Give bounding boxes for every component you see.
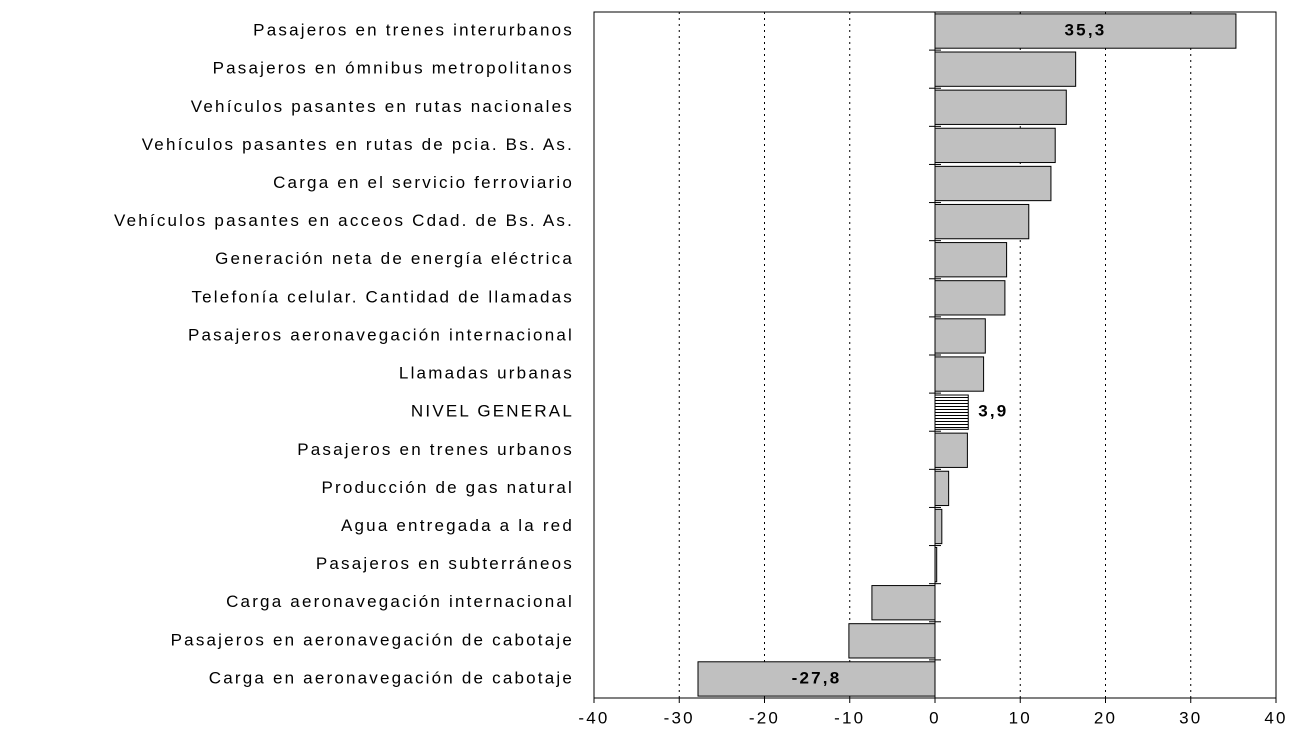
bar	[934, 89, 1067, 125]
category-label: Vehículos pasantes en rutas de pcia. Bs.…	[142, 135, 574, 154]
category-label: Pasajeros aeronavegación internacional	[188, 325, 574, 344]
bar	[934, 356, 985, 392]
value-label: 3,9	[978, 402, 1008, 421]
x-tick-label: -20	[749, 708, 780, 727]
bar	[934, 13, 1237, 49]
category-label: Vehículos pasantes en acceos Cdad. de Bs…	[114, 211, 574, 230]
category-label: Agua entregada a la red	[341, 516, 574, 535]
category-label: Pasajeros en ómnibus metropolitanos	[213, 59, 574, 78]
category-label: Llamadas urbanas	[399, 364, 574, 383]
bar	[934, 432, 968, 468]
x-tick-label: -40	[578, 708, 609, 727]
category-label: Carga aeronavegación internacional	[226, 592, 574, 611]
bar	[934, 470, 950, 507]
bar	[871, 585, 936, 621]
category-label: NIVEL GENERAL	[411, 402, 574, 421]
category-label: Vehículos pasantes en rutas nacionales	[191, 97, 574, 116]
category-label: Pasajeros en trenes interurbanos	[253, 21, 574, 40]
category-label: Carga en aeronavegación de cabotaje	[209, 668, 574, 687]
bar	[848, 623, 936, 659]
x-tick-label: 30	[1179, 708, 1202, 727]
bar	[934, 51, 1077, 87]
bar	[934, 203, 1030, 240]
x-tick-label: -30	[664, 708, 695, 727]
x-tick-label: 10	[1009, 708, 1032, 727]
bar	[934, 546, 938, 583]
bar	[934, 318, 986, 354]
x-tick-label: 0	[929, 708, 941, 727]
bar	[934, 280, 1006, 316]
bar	[934, 508, 943, 545]
bar	[934, 394, 969, 430]
category-label: Pasajeros en aeronavegación de cabotaje	[171, 630, 574, 649]
bar	[934, 127, 1056, 164]
category-label: Carga en el servicio ferroviario	[273, 173, 574, 192]
x-tick-label: 20	[1094, 708, 1117, 727]
category-label: Pasajeros en subterráneos	[316, 554, 574, 573]
x-tick-label: 40	[1264, 708, 1287, 727]
category-label: Pasajeros en trenes urbanos	[297, 440, 574, 459]
category-label: Generación neta de energía eléctrica	[215, 249, 574, 268]
bar	[934, 165, 1052, 202]
bar	[697, 661, 936, 697]
value-label: -27,8	[792, 668, 842, 687]
value-label: 35,3	[1065, 21, 1107, 40]
bar	[934, 242, 1008, 278]
x-tick-label: -10	[834, 708, 865, 727]
category-label: Producción de gas natural	[321, 478, 574, 497]
category-label: Telefonía celular. Cantidad de llamadas	[191, 287, 574, 306]
